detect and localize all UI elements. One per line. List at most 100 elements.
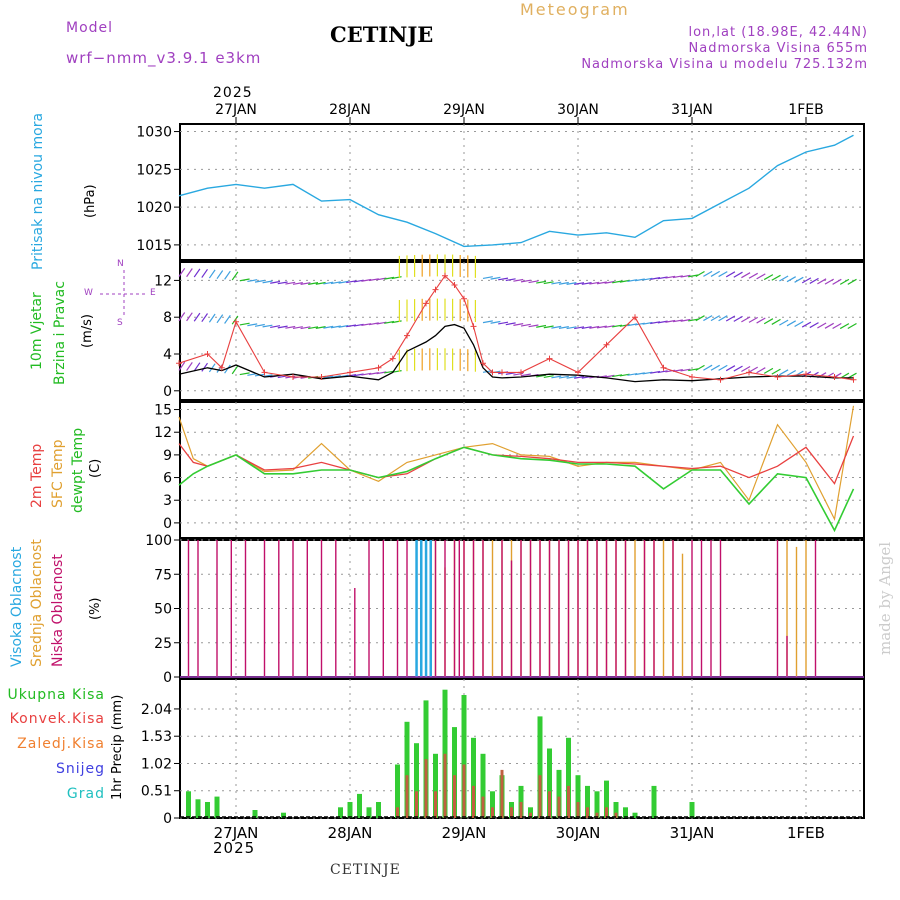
wind-arrow [505,322,516,326]
wind-arrow [376,321,387,325]
cloud-bar-niska [653,540,655,677]
precip-convective-bar [424,759,428,818]
cloud-bar-niska [406,540,408,677]
wind-arrow [839,278,850,285]
elevation-label: Nadmorska Visina 655m [688,41,868,56]
wind-arrow [574,282,585,285]
year-bottom: 2025 [213,839,256,857]
wind-arrow [239,278,250,282]
wind-arrow [619,279,630,283]
sfc-temp-line [178,405,855,522]
precip-convective-bar [538,775,542,818]
wind-arrow [581,282,592,285]
cloud-bar-niska [482,540,484,677]
wind-arrow [680,318,691,322]
cloud-bar-niska [306,540,308,677]
ytick-label-wind-0: 0 [163,384,172,400]
wind-gust-marker [632,314,638,321]
wind-arrow [839,323,850,330]
ytick-label-temp-1: 3 [163,493,172,509]
wind-arrow [543,325,554,329]
ytick-label-cloud-4: 100 [145,533,172,549]
wind-arrow [847,322,857,330]
wind-arrow [536,280,547,284]
wind-arrow [536,324,547,328]
wind-arrow [558,375,569,379]
precip-convective-bar [586,807,589,818]
wind-arrow [193,362,201,372]
wind-arrow [361,278,372,282]
precip-convective-bar [614,812,618,818]
precip-total-bar [613,802,619,818]
coords-label: lon,lat (18.98E, 42.44N) [688,25,868,40]
panel-frame-pressure [179,123,865,261]
cloud-bar-niska [596,540,598,677]
wind-arrow [763,318,774,325]
dewpt-temp-line [178,446,855,533]
wind-arrows-mid [178,298,857,330]
wind-arrow [186,362,193,371]
precip-total-bar [537,716,543,818]
precip-total-bar [480,753,486,818]
wind-arrow [186,268,193,278]
wind-arrow [612,324,623,328]
wind-arrow [809,277,819,284]
day-label-top-1: 28JAN [329,102,371,118]
wind-arrow [513,278,524,282]
wind-arrow [270,325,281,329]
legend-hail: Grad [66,786,105,802]
precip-convective-bar [576,802,580,818]
wind-arrow [566,375,577,379]
day-label-bottom-4: 31JAN [670,824,715,842]
wind-arrow [330,325,341,329]
wind-arrow [763,274,774,281]
cloud-bar-srednja [491,540,494,677]
wind-arrow [771,274,781,281]
legend-snow: Snijeg [55,761,105,777]
wind-arrow [277,281,288,285]
wind-arrow [201,362,208,372]
wind-arrow [718,271,728,278]
precip-total-bar [338,807,343,818]
cloud-bar-niska [672,540,674,677]
wind-gust-marker [318,374,325,380]
cloud-bar-niska [453,540,456,677]
wind-arrow [581,326,592,330]
wind-arrow [710,270,721,277]
wind-arrow [323,375,334,379]
cloud-bar-niska [463,540,465,677]
wind-arrow [528,280,539,284]
day-label-top-4: 31JAN [671,102,713,118]
ytick-label-pressure-2: 1025 [136,162,172,178]
wind-arrow [741,365,751,373]
wind-arrow [756,367,766,374]
wind-arrow [642,371,653,375]
wind-arrow [604,374,615,378]
precip-convective-bar [557,796,561,818]
wind-arrow [346,324,357,328]
precip-total-bar [585,785,590,818]
ytick-label-wind-1: 4 [163,347,172,363]
precip-convective-bar [415,791,418,818]
cloud-bar-niska [230,540,232,677]
ytick-label-precip-3: 1.53 [141,729,172,745]
wind-arrow [498,321,509,325]
wind-arrow [566,282,577,285]
precip-convective-bar [396,807,399,818]
cloud-bar-niska [197,540,199,677]
wind-arrow [513,372,524,376]
wind-arrow [596,281,607,285]
ytick-label-temp-3: 9 [163,448,172,464]
precip-convective-bar [548,791,551,818]
precip-total-bar [414,743,419,818]
precip-total-bar [689,802,695,818]
wind-arrow [208,363,216,373]
precip-total-bar [376,802,381,818]
cloud-bar-srednja [681,553,684,677]
wind-arrow [551,281,562,285]
cloud-bar-niska [586,540,589,677]
wind-arrow [612,280,623,284]
year-top: 2025 [213,85,253,101]
wind-arrow [642,321,653,325]
